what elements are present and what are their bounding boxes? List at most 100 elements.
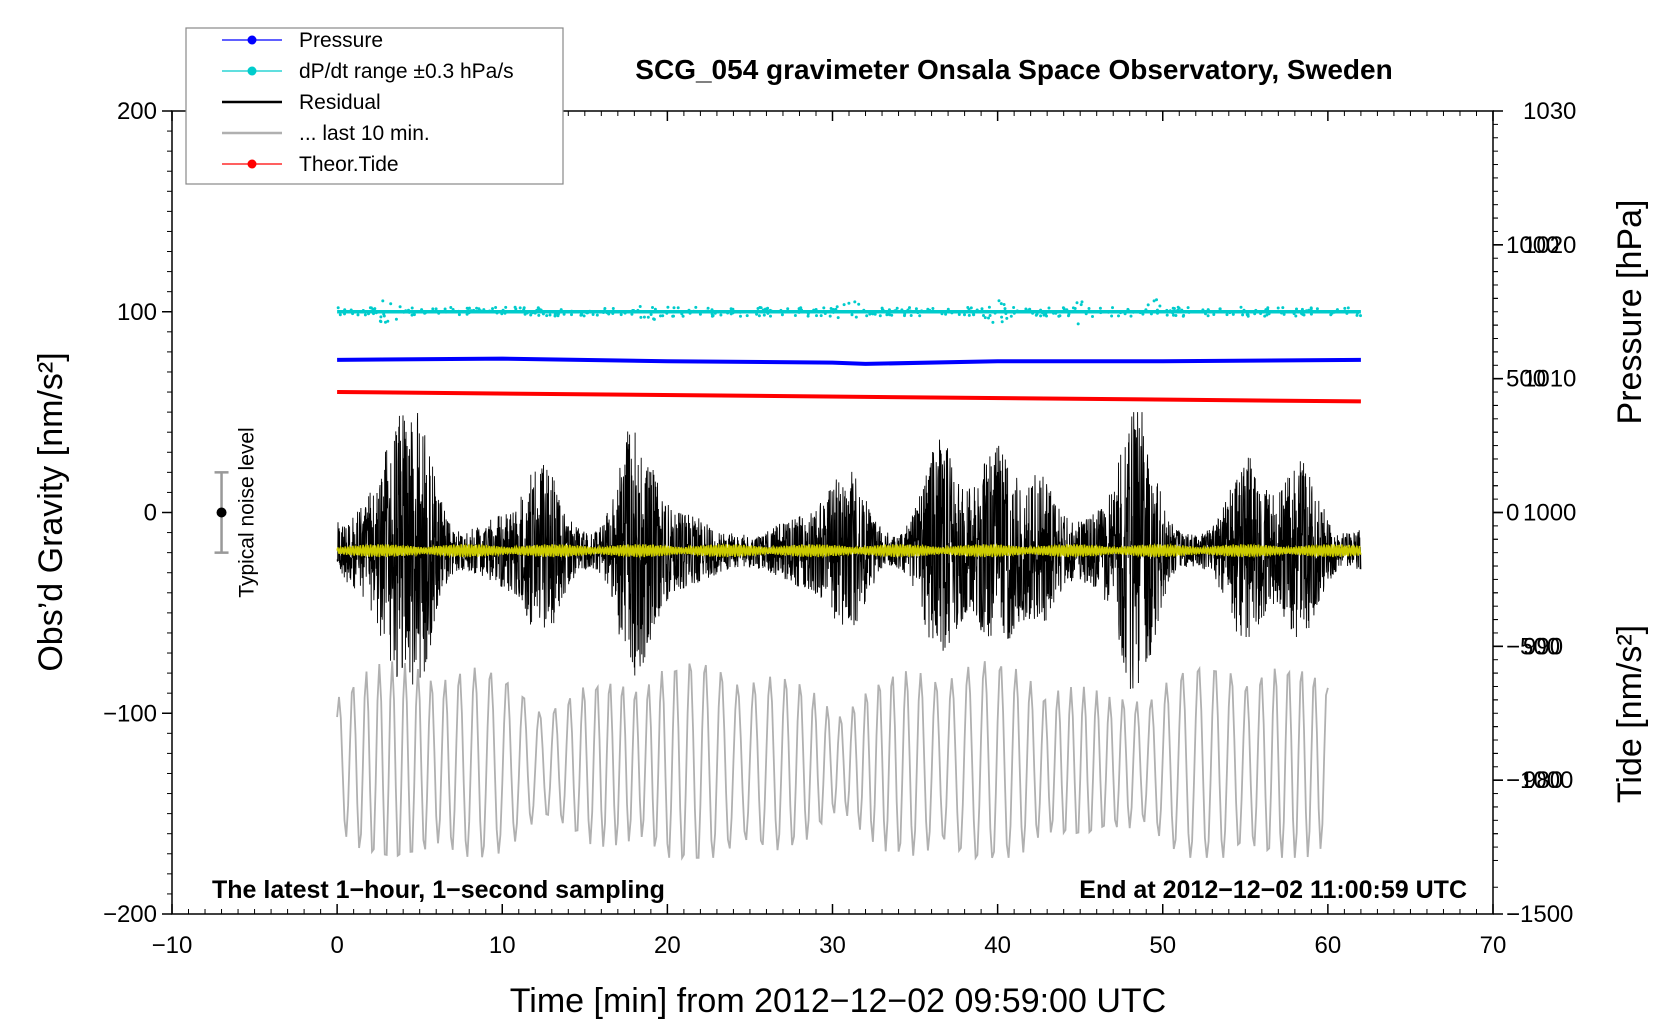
dpdt-point xyxy=(343,312,346,316)
dpdt-point xyxy=(1106,310,1110,314)
dpdt-point xyxy=(588,309,592,313)
dpdt-point xyxy=(531,311,535,315)
legend-label: Theor.Tide xyxy=(299,153,399,176)
dpdt-point xyxy=(1002,303,1006,306)
dpdt-point xyxy=(1307,308,1311,312)
dpdt-point xyxy=(619,313,623,317)
dpdt-point xyxy=(1091,315,1094,318)
dpdt-point xyxy=(1225,313,1229,317)
dpdt-point xyxy=(786,307,790,311)
dpdt-point xyxy=(1004,312,1008,315)
dpdt-point xyxy=(694,305,698,309)
dpdt-point xyxy=(834,307,838,311)
dpdt-point xyxy=(1155,308,1159,312)
tide-tick-label: −1000 xyxy=(1506,767,1573,794)
dpdt-point xyxy=(999,302,1003,306)
dpdt-point xyxy=(872,311,876,315)
dpdt-point xyxy=(382,312,386,316)
dpdt-point xyxy=(1259,312,1263,315)
dpdt-point xyxy=(1182,313,1186,317)
dpdt-point xyxy=(338,313,342,317)
dpdt-point xyxy=(842,303,846,307)
dpdt-point xyxy=(537,313,541,317)
dpdt-point xyxy=(1058,314,1062,318)
dpdt-point xyxy=(940,312,944,316)
dpdt-point xyxy=(434,307,438,311)
dpdt-point xyxy=(831,310,835,314)
dpdt-point xyxy=(982,314,985,317)
dpdt-point xyxy=(836,316,840,320)
dpdt-point xyxy=(407,310,411,314)
dpdt-point xyxy=(681,314,685,318)
dpdt-point xyxy=(1359,314,1362,318)
dpdt-point xyxy=(1212,313,1216,316)
dpdt-point xyxy=(918,314,922,318)
dpdt-point xyxy=(429,310,433,313)
dpdt-point xyxy=(957,313,961,316)
dpdt-point xyxy=(379,315,383,319)
dpdt-point xyxy=(766,311,770,315)
dpdt-point xyxy=(931,307,935,310)
dpdt-point xyxy=(503,311,507,315)
dpdt-point xyxy=(991,320,995,324)
dpdt-point xyxy=(1302,313,1306,317)
dpdt-point xyxy=(514,307,518,311)
dpdt-point xyxy=(710,308,714,312)
legend-marker xyxy=(247,159,257,169)
dpdt-point xyxy=(926,307,930,311)
legend-label: ... last 10 min. xyxy=(299,122,430,145)
series-last-10-min xyxy=(336,661,1329,861)
series-theor-tide xyxy=(337,390,1361,404)
dpdt-point xyxy=(1099,311,1103,315)
dpdt-point xyxy=(688,311,692,315)
dpdt-point xyxy=(494,306,498,309)
dpdt-point xyxy=(908,306,911,310)
dpdt-point xyxy=(559,308,563,312)
dpdt-point xyxy=(443,309,447,313)
dpdt-point xyxy=(518,306,522,310)
dpdt-point xyxy=(1239,305,1243,309)
dpdt-point xyxy=(607,312,611,316)
dpdt-point xyxy=(562,312,566,316)
dpdt-point xyxy=(1204,312,1207,316)
dpdt-point xyxy=(1180,308,1184,312)
residual-smoothed-line xyxy=(336,542,1362,559)
dpdt-point xyxy=(369,306,373,310)
dpdt-point xyxy=(549,310,552,314)
legend-item: ... last 10 min. xyxy=(222,122,430,145)
dpdt-point xyxy=(731,311,735,315)
dpdt-point xyxy=(653,307,657,311)
dpdt-point xyxy=(1300,307,1304,311)
dpdt-point xyxy=(1241,313,1245,317)
pressure-tick-label: 980 xyxy=(1523,767,1563,794)
dpdt-point xyxy=(1176,305,1180,309)
dpdt-point xyxy=(1171,306,1175,310)
dpdt-point xyxy=(1156,311,1159,315)
dpdt-point xyxy=(1129,314,1133,318)
dpdt-point xyxy=(1039,308,1043,312)
dpdt-point xyxy=(997,299,1001,303)
dpdt-point xyxy=(1084,312,1088,316)
dpdt-point xyxy=(336,306,340,310)
dpdt-point xyxy=(1345,311,1349,315)
tide-tick-label: 0 xyxy=(1506,500,1519,527)
y-left-tick-label: 200 xyxy=(117,98,157,125)
dpdt-point xyxy=(780,313,784,317)
dpdt-point xyxy=(351,312,355,316)
dpdt-point xyxy=(338,310,342,314)
dpdt-point xyxy=(504,305,508,309)
dpdt-point xyxy=(1024,307,1028,311)
dpdt-point xyxy=(900,308,904,312)
series-dpdt-range xyxy=(336,298,1362,326)
dpdt-point xyxy=(548,313,552,317)
legend-item: Theor.Tide xyxy=(222,153,399,176)
dpdt-point xyxy=(1346,306,1350,310)
dpdt-point xyxy=(814,308,818,311)
tide-tick-label: −500 xyxy=(1506,633,1560,660)
dpdt-point xyxy=(1276,306,1280,310)
dpdt-point xyxy=(1266,306,1270,310)
dpdt-point xyxy=(1292,312,1296,316)
dpdt-point xyxy=(1039,314,1043,318)
dpdt-point xyxy=(799,306,803,310)
dpdt-point xyxy=(806,312,810,316)
